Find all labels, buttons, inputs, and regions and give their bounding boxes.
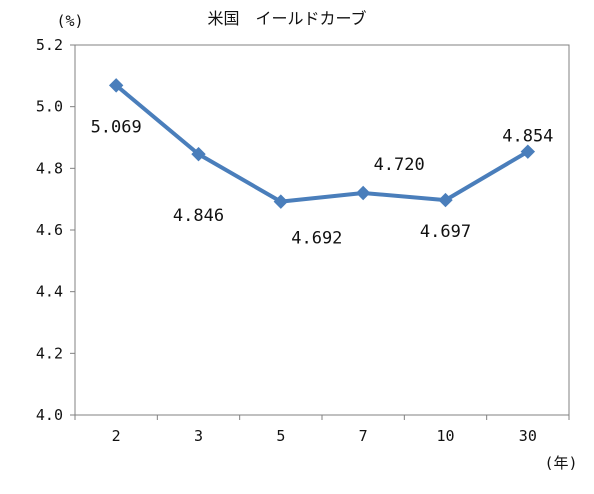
data-label: 4.854 [502, 127, 553, 147]
y-tick-label: 5.0 [36, 98, 63, 116]
data-label: 4.720 [374, 155, 425, 175]
x-tick-label: 30 [519, 427, 537, 445]
series-line [114, 83, 530, 204]
data-point-marker [108, 78, 124, 93]
y-tick-label: 4.2 [36, 344, 63, 362]
data-point-marker [273, 194, 289, 209]
x-axis-unit-label: (年) [544, 454, 577, 472]
data-label: 4.846 [173, 206, 224, 226]
y-tick-label: 4.0 [36, 406, 63, 424]
x-tick-label: 5 [276, 427, 285, 445]
x-axis: 2 3 5 7 10 30 [74, 415, 570, 445]
chart-title: 米国 イールドカーブ [207, 9, 366, 28]
data-label: 5.069 [91, 117, 142, 137]
data-point-marker [355, 185, 371, 201]
data-point-marker [191, 146, 206, 162]
plot-area [74, 44, 570, 416]
y-tick-label: 4.4 [36, 283, 63, 301]
y-axis-unit-label: (%) [56, 12, 83, 30]
y-tick-label: 5.2 [36, 36, 63, 54]
y-tick-label: 4.6 [36, 221, 63, 239]
x-tick-label: 2 [112, 427, 121, 445]
data-label: 4.697 [420, 222, 471, 242]
x-tick-label: 3 [194, 427, 203, 445]
y-tick-label: 4.8 [36, 159, 63, 177]
series-yield [108, 78, 536, 209]
x-tick-label: 10 [436, 427, 454, 445]
y-axis: 5.2 5.0 4.8 4.6 4.4 4.2 4.0 [36, 36, 75, 424]
data-label: 4.692 [291, 229, 342, 249]
data-point-marker [520, 144, 536, 159]
x-tick-label: 7 [359, 427, 368, 445]
data-point-marker [438, 192, 453, 208]
data-labels: 5.069 4.846 4.692 4.720 4.697 4.854 [91, 117, 554, 248]
